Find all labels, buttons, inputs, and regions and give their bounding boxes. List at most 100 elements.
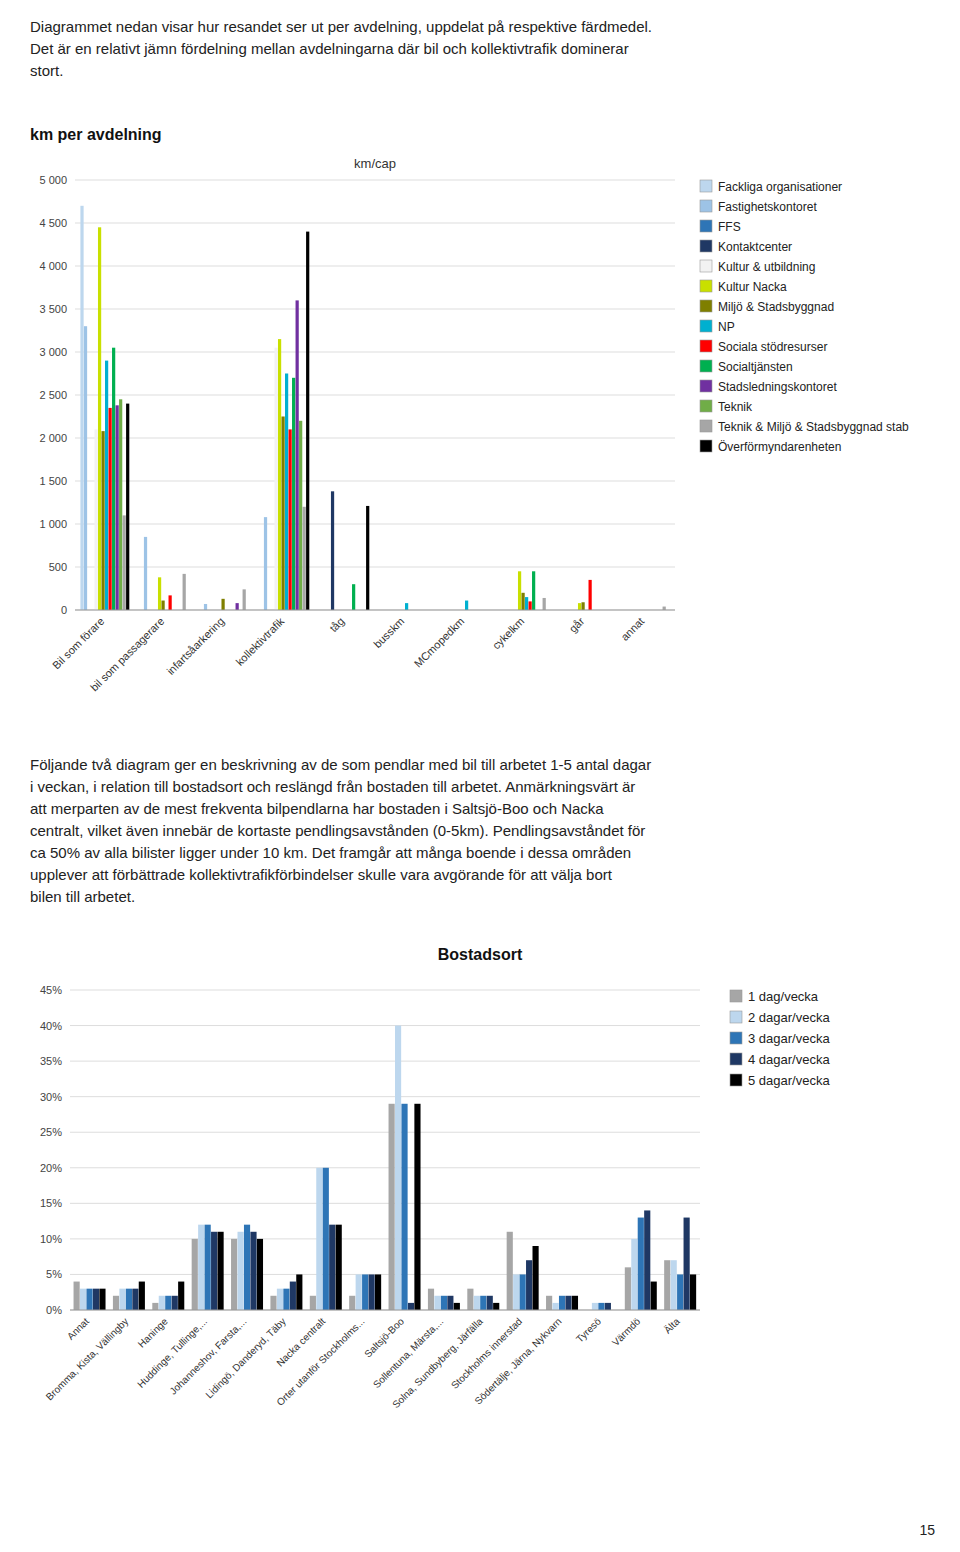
bar — [529, 601, 532, 610]
bar — [395, 1026, 401, 1310]
bars — [80, 206, 665, 610]
x-tick-label: kollektivtrafik — [233, 615, 286, 668]
chart: Bostadsort0%5%10%15%20%25%30%35%40%45%An… — [40, 946, 830, 1410]
bar — [578, 603, 581, 610]
bar — [105, 361, 108, 610]
x-tick-label: Tyresö — [574, 1315, 603, 1344]
legend-swatch — [700, 280, 712, 292]
bar — [408, 1303, 414, 1310]
bar — [487, 1296, 493, 1310]
x-tick-label: Sollentuna, Märsta,... — [371, 1316, 446, 1391]
y-tick-label: 3 500 — [39, 303, 67, 315]
grid-line — [70, 1096, 700, 1097]
bar — [236, 603, 239, 610]
bar — [289, 429, 292, 610]
x-tick-label: annat — [618, 615, 646, 643]
x-tick-label: Lidingö, Danderyd, Täby — [203, 1316, 288, 1401]
paragraph-text-line: centralt, vilket även innebär de kortast… — [30, 822, 645, 839]
bar — [116, 405, 119, 610]
x-tick-label: Orter utanför Stockholms... — [274, 1316, 366, 1408]
bar — [86, 1289, 92, 1310]
bar — [310, 1296, 316, 1310]
bar — [369, 1274, 375, 1310]
legend-label: 1 dag/vecka — [748, 989, 819, 1004]
y-tick-label: 1 500 — [39, 475, 67, 487]
bar — [316, 1168, 322, 1310]
bar — [414, 1104, 420, 1310]
legend-swatch — [730, 1011, 742, 1023]
y-tick-label: 2 500 — [39, 389, 67, 401]
bar — [434, 1296, 440, 1310]
bar — [192, 1239, 198, 1310]
paragraph-text: Följande två diagram ger en beskrivning … — [30, 756, 651, 905]
legend-swatch — [730, 990, 742, 1002]
bar — [631, 1239, 637, 1310]
legend-label: Överförmyndarenheten — [718, 440, 841, 454]
page-number: 15 — [919, 1522, 935, 1538]
legend-swatch — [700, 400, 712, 412]
bar — [559, 1296, 565, 1310]
bar — [158, 577, 161, 610]
bar — [507, 1232, 513, 1310]
y-tick-label: 3 000 — [39, 346, 67, 358]
x-tick-label: infartsåarkering — [164, 615, 226, 677]
paragraph-text-line: ca 50% av alla bilister ligger under 10 … — [30, 844, 631, 861]
bar — [211, 1232, 217, 1310]
y-tick-label: 40% — [40, 1020, 62, 1032]
bar — [165, 1296, 171, 1310]
grid-line — [70, 1061, 700, 1062]
grid-line — [70, 1310, 700, 1311]
bar — [238, 1232, 244, 1310]
bar — [144, 537, 147, 610]
bar — [521, 593, 524, 610]
bar — [94, 429, 97, 610]
bar — [518, 571, 521, 610]
bar — [352, 584, 355, 610]
chart-title: km per avdelning — [30, 126, 162, 143]
x-tick-label: Bromma, Kista, Vällingby — [44, 1316, 131, 1403]
legend-label: Teknik & Miljö & Stadsbyggnad stab — [718, 420, 909, 434]
intro-text-line: Det är en relativt jämn fördelning mella… — [30, 40, 629, 57]
bar — [123, 515, 126, 610]
bar — [126, 404, 129, 610]
legend-label: Sociala stödresurser — [718, 340, 827, 354]
paragraph-text-line: i veckan, i relation till bostadsort och… — [30, 778, 635, 795]
x-tick-label: Älta — [662, 1315, 682, 1335]
grid-line — [70, 1132, 700, 1133]
bar — [159, 1296, 165, 1310]
bar — [277, 1289, 283, 1310]
bars — [74, 1026, 697, 1310]
bar — [132, 1289, 138, 1310]
grid-line — [75, 309, 675, 310]
bar — [112, 348, 115, 610]
chart-title: Bostadsort — [438, 946, 523, 963]
legend-label: Stadsledningskontoret — [718, 380, 837, 394]
bar — [161, 601, 164, 610]
bar — [581, 602, 584, 610]
legend-swatch — [700, 340, 712, 352]
bar — [543, 598, 546, 610]
x-tick-label: Stockholms innerstad — [449, 1316, 524, 1391]
bar — [589, 580, 592, 610]
bar — [84, 326, 87, 610]
grid-line — [75, 481, 675, 482]
grid-line — [75, 438, 675, 439]
grid-line — [75, 266, 675, 267]
bar — [204, 604, 207, 610]
paragraph-text-line: bilen till arbetet. — [30, 888, 135, 905]
legend-label: Socialtjänsten — [718, 360, 793, 374]
legend: 1 dag/vecka2 dagar/vecka3 dagar/vecka4 d… — [730, 989, 830, 1088]
bar — [139, 1282, 145, 1310]
grid-line — [75, 395, 675, 396]
legend: Fackliga organisationerFastighetskontore… — [700, 180, 909, 454]
bar — [329, 1225, 335, 1310]
x-tick-label: Huddinge, Tullinge,... — [135, 1316, 209, 1390]
y-tick-label: 5 000 — [39, 174, 67, 186]
bar — [598, 1303, 604, 1310]
bar — [405, 603, 408, 610]
intro-text: Diagrammet nedan visar hur resandet ser … — [30, 18, 652, 79]
legend-label: Kultur & utbildning — [718, 260, 815, 274]
legend-swatch — [700, 420, 712, 432]
bar — [119, 399, 122, 610]
bar — [366, 506, 369, 610]
